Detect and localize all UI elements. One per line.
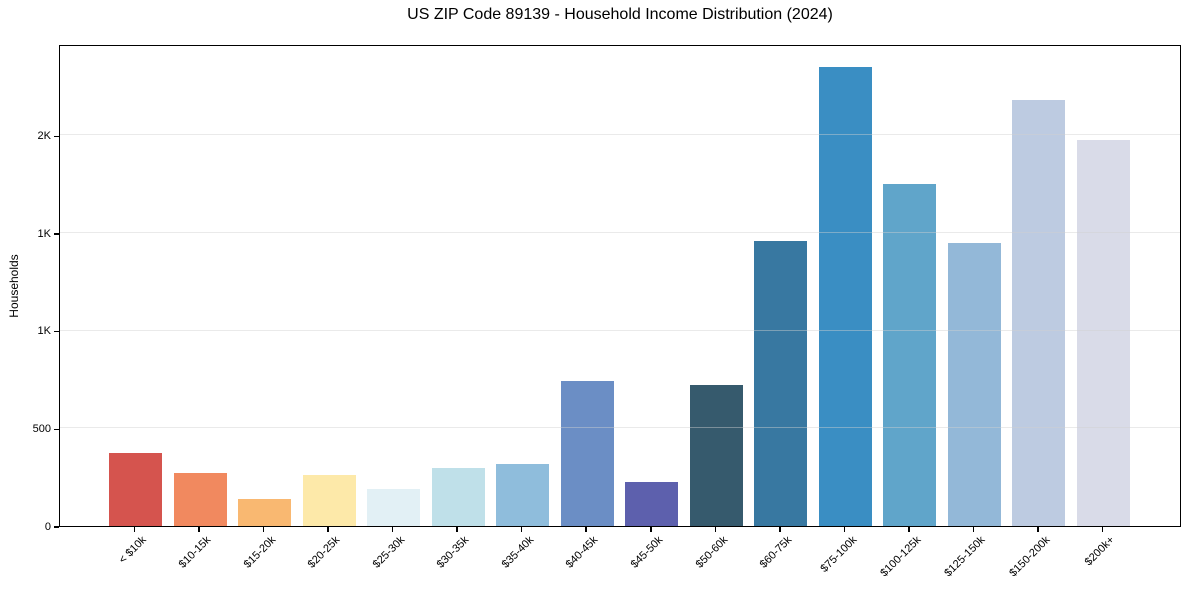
y-tick-mark xyxy=(54,330,59,333)
bar-20-25k xyxy=(302,475,356,526)
x-tick-mark xyxy=(1037,527,1039,532)
x-tick-mark xyxy=(714,527,717,532)
y-tick-mark xyxy=(54,135,59,138)
x-tick-label-40-45k: $40-45k xyxy=(564,534,601,571)
x-tick-label-15-20k: $15-20k xyxy=(241,534,279,571)
x-tick-label-125-150k: $125-150k xyxy=(942,534,988,580)
x-tick-label-30-35k: $30-35k xyxy=(435,534,472,571)
bar-60-75k xyxy=(754,240,808,526)
x-tick-label-75-100k: $75-100k xyxy=(817,534,859,575)
x-tick-mark xyxy=(520,527,523,532)
x-tick-label-10-15k: $10-15k xyxy=(176,534,214,571)
x-tick-label-50-60k: $50-60k xyxy=(693,534,730,571)
y-tick-label: 1K xyxy=(37,227,51,240)
x-tick-mark xyxy=(650,527,652,532)
gridline xyxy=(60,134,1180,136)
x-tick-mark xyxy=(1101,527,1104,532)
y-tick-label: 0 xyxy=(44,520,51,533)
bar-30-35k xyxy=(431,468,485,526)
x-tick-label-35-40k: $35-40k xyxy=(499,534,537,571)
plot-area xyxy=(59,45,1181,527)
x-tick-mark xyxy=(133,527,136,532)
bar-35-40k xyxy=(496,463,550,526)
bar-10k xyxy=(109,452,162,526)
bar-15-20k xyxy=(238,498,292,526)
x-tick-mark xyxy=(391,527,394,532)
x-tick-label-20-25k: $20-25k xyxy=(305,534,343,571)
bar-200k xyxy=(1077,140,1130,526)
y-tick-mark xyxy=(54,428,59,431)
bar-125-150k xyxy=(947,242,1001,526)
x-tick-mark xyxy=(456,527,458,532)
x-tick-label-10k: < $10k xyxy=(116,534,149,567)
y-tick-label: 1K xyxy=(37,325,51,338)
bar-10-15k xyxy=(173,473,227,526)
x-tick-label-45-50k: $45-50k xyxy=(628,534,666,571)
bar-100-125k xyxy=(883,184,937,526)
x-tick-label-100-125k: $100-125k xyxy=(878,534,924,580)
x-tick-label-150-200k: $150-200k xyxy=(1007,534,1053,580)
bar-75-100k xyxy=(818,67,872,526)
chart-title: US ZIP Code 89139 - Household Income Dis… xyxy=(407,6,833,23)
x-tick-label-60-75k: $60-75k xyxy=(757,534,795,571)
x-tick-mark xyxy=(779,527,781,532)
gridline xyxy=(60,427,1180,429)
bar-45-50k xyxy=(625,482,679,526)
bar-150-200k xyxy=(1012,100,1066,526)
y-axis-title: Households xyxy=(7,254,21,318)
gridline xyxy=(60,232,1180,234)
bar-40-45k xyxy=(560,380,614,526)
x-tick-mark xyxy=(908,527,910,532)
x-tick-mark xyxy=(327,527,329,532)
x-tick-mark xyxy=(198,527,200,532)
bar-50-60k xyxy=(689,385,743,526)
x-tick-mark xyxy=(843,527,846,532)
y-tick-mark xyxy=(54,526,59,528)
y-tick-label: 2K xyxy=(37,129,51,142)
x-tick-mark xyxy=(972,527,975,532)
y-tick-label: 500 xyxy=(32,422,51,435)
x-tick-label-25-30k: $25-30k xyxy=(370,534,408,571)
x-tick-mark xyxy=(262,527,265,532)
x-tick-mark xyxy=(585,527,587,532)
gridline xyxy=(60,329,1180,331)
y-tick-mark xyxy=(54,233,59,235)
bar-25-30k xyxy=(367,488,421,526)
x-tick-label-200k: $200k+ xyxy=(1082,534,1117,569)
